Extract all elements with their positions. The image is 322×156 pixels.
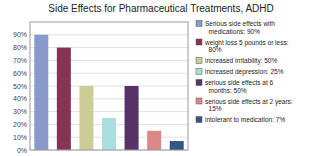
legend-line: Serious side effects with	[205, 20, 275, 27]
legend-swatch	[196, 21, 202, 27]
y-tick-label: 80%	[13, 44, 27, 51]
legend-swatch	[196, 69, 202, 75]
y-tick-label: 50%	[13, 83, 27, 90]
grid-line	[30, 111, 188, 112]
legend-line: 80%	[205, 46, 222, 53]
bar	[34, 35, 48, 150]
grid-line	[30, 34, 188, 35]
legend-label: weight loss 5 pounds or less: 80%	[204, 39, 289, 54]
y-tick-label: 40%	[13, 95, 27, 102]
legend-label: serious side effects at 2 years: 15%	[205, 98, 293, 113]
bar	[147, 131, 161, 150]
legend-label: serious side effects at 6 months: 50%	[205, 79, 274, 94]
chart: Side Effects for Pharmaceutical Treatmen…	[0, 0, 322, 156]
bar	[102, 118, 116, 150]
grid-line	[30, 98, 188, 99]
y-tick-label: 60%	[13, 70, 27, 77]
legend-line: months: 50%	[205, 87, 247, 94]
legend-line: medications: 90%	[205, 28, 260, 35]
legend-label: increased irritability: 50%	[205, 57, 277, 65]
legend: Serious side effects with medications: 9…	[196, 20, 293, 123]
bars	[34, 35, 183, 150]
y-tick-label: 70%	[13, 57, 27, 64]
legend-swatch	[196, 80, 202, 86]
y-tick-label: 90%	[13, 31, 27, 38]
y-tick-label: 10%	[13, 134, 27, 141]
bar	[57, 48, 71, 150]
grid-line	[30, 86, 188, 87]
legend-label: intolerant to medication: 7%	[205, 116, 285, 123]
chart-title: Side Effects for Pharmaceutical Treatmen…	[48, 3, 273, 14]
bar	[170, 141, 184, 150]
legend-label: increased depression: 25%	[205, 68, 284, 76]
legend-line: increased depression: 25%	[205, 68, 284, 76]
bar	[79, 86, 93, 150]
legend-swatch	[196, 39, 202, 45]
legend-swatch	[196, 117, 202, 123]
legend-swatch	[196, 98, 202, 104]
legend-line: intolerant to medication: 7%	[205, 116, 285, 123]
y-tick-label: 20%	[13, 121, 27, 128]
y-tick-label: 30%	[13, 108, 27, 115]
legend-line: serious side effects at 6	[205, 79, 274, 86]
legend-line: 15%	[205, 105, 222, 112]
grid	[30, 35, 188, 150]
legend-label: Serious side effects with medications: 9…	[205, 20, 275, 35]
plot-frame	[30, 22, 188, 150]
legend-swatch	[196, 58, 202, 64]
grid-line	[30, 47, 188, 48]
y-tick-label: 0%	[17, 147, 27, 154]
grid-line	[30, 60, 188, 61]
bar	[125, 86, 139, 150]
legend-line: increased irritability: 50%	[205, 57, 277, 65]
grid-line	[30, 73, 188, 74]
